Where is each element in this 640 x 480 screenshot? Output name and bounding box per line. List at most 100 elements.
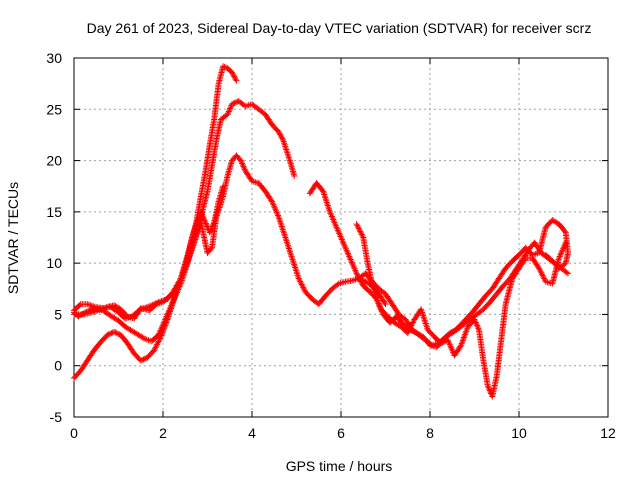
- data-point: [285, 154, 292, 161]
- data-point: [157, 333, 164, 340]
- data-point: [279, 226, 286, 233]
- data-point: [322, 194, 329, 201]
- data-point: [484, 383, 491, 390]
- data-point: [321, 193, 328, 200]
- data-point: [324, 200, 331, 207]
- data-point: [151, 345, 158, 352]
- data-point: [158, 332, 165, 339]
- axis-ticks: [73, 57, 609, 418]
- y-tick-label: 20: [46, 153, 62, 169]
- data-point: [359, 233, 366, 240]
- data-point: [198, 210, 205, 217]
- data-point: [155, 299, 162, 306]
- data-point: [422, 318, 429, 325]
- data-point: [220, 183, 227, 190]
- data-point: [353, 270, 360, 277]
- data-point: [356, 227, 363, 234]
- data-point: [276, 130, 283, 137]
- data-point: [289, 256, 296, 263]
- data-point: [220, 63, 227, 70]
- data-point: [538, 269, 545, 276]
- data-point: [280, 229, 287, 236]
- data-point: [474, 322, 481, 329]
- data-point: [152, 300, 159, 307]
- data-point: [294, 270, 301, 277]
- data-point: [278, 134, 285, 141]
- data-point: [300, 284, 307, 291]
- data-point: [285, 152, 292, 159]
- data-point: [323, 199, 330, 206]
- data-point: [486, 386, 493, 393]
- data-point: [87, 302, 94, 309]
- data-point: [542, 251, 549, 258]
- data-point: [275, 128, 282, 135]
- data-point: [151, 301, 158, 308]
- data-point: [204, 223, 211, 230]
- x-tick-label: 6: [337, 425, 345, 441]
- data-point: [139, 356, 146, 363]
- data-point: [225, 109, 232, 116]
- data-point: [404, 329, 411, 336]
- data-point: [140, 356, 147, 363]
- series-track-g: [355, 217, 571, 349]
- data-point: [322, 196, 329, 203]
- data-point: [536, 265, 543, 272]
- data-point: [108, 330, 115, 337]
- data-point: [538, 271, 545, 278]
- data-point: [541, 275, 548, 282]
- data-point: [290, 259, 297, 266]
- data-point: [163, 319, 170, 326]
- data-point: [230, 72, 237, 79]
- data-point: [473, 320, 480, 327]
- y-tick-label: 0: [54, 358, 62, 374]
- data-point: [293, 267, 300, 274]
- data-point: [278, 221, 285, 228]
- data-point: [152, 344, 159, 351]
- data-point: [284, 240, 291, 247]
- data-point: [155, 338, 162, 345]
- data-point: [231, 74, 238, 81]
- data-point: [158, 298, 165, 305]
- data-point: [107, 330, 114, 337]
- data-point: [160, 297, 166, 304]
- data-point: [283, 239, 290, 246]
- data-point: [277, 132, 284, 139]
- data-point: [382, 301, 389, 308]
- data-point: [137, 357, 144, 364]
- data-point: [323, 197, 330, 204]
- x-tick-label: 4: [248, 425, 256, 441]
- data-point: [157, 335, 164, 342]
- data-point: [475, 325, 482, 332]
- data-point: [423, 322, 430, 329]
- data-point: [149, 301, 156, 308]
- data-point: [153, 342, 160, 349]
- y-tick-label: 15: [46, 204, 62, 220]
- data-point: [88, 306, 95, 313]
- data-point: [86, 307, 93, 314]
- data-point: [563, 269, 570, 276]
- data-point: [457, 343, 464, 350]
- data-point: [358, 231, 365, 238]
- data-point: [148, 302, 155, 309]
- data-point: [285, 245, 292, 252]
- data-point: [281, 232, 288, 239]
- data-point: [140, 335, 147, 342]
- data-point: [197, 208, 204, 215]
- data-point: [296, 277, 303, 284]
- data-point: [374, 298, 381, 305]
- data-series: [71, 63, 571, 400]
- data-point: [227, 104, 234, 111]
- data-point: [207, 246, 214, 253]
- data-point: [291, 172, 298, 179]
- data-point: [208, 224, 215, 231]
- data-point: [140, 305, 147, 312]
- data-point: [421, 315, 428, 322]
- data-point: [298, 281, 305, 288]
- data-point: [282, 236, 289, 243]
- data-point: [289, 255, 296, 262]
- data-point: [325, 204, 332, 211]
- data-point: [354, 271, 361, 278]
- data-point: [283, 146, 290, 153]
- data-point: [113, 330, 120, 337]
